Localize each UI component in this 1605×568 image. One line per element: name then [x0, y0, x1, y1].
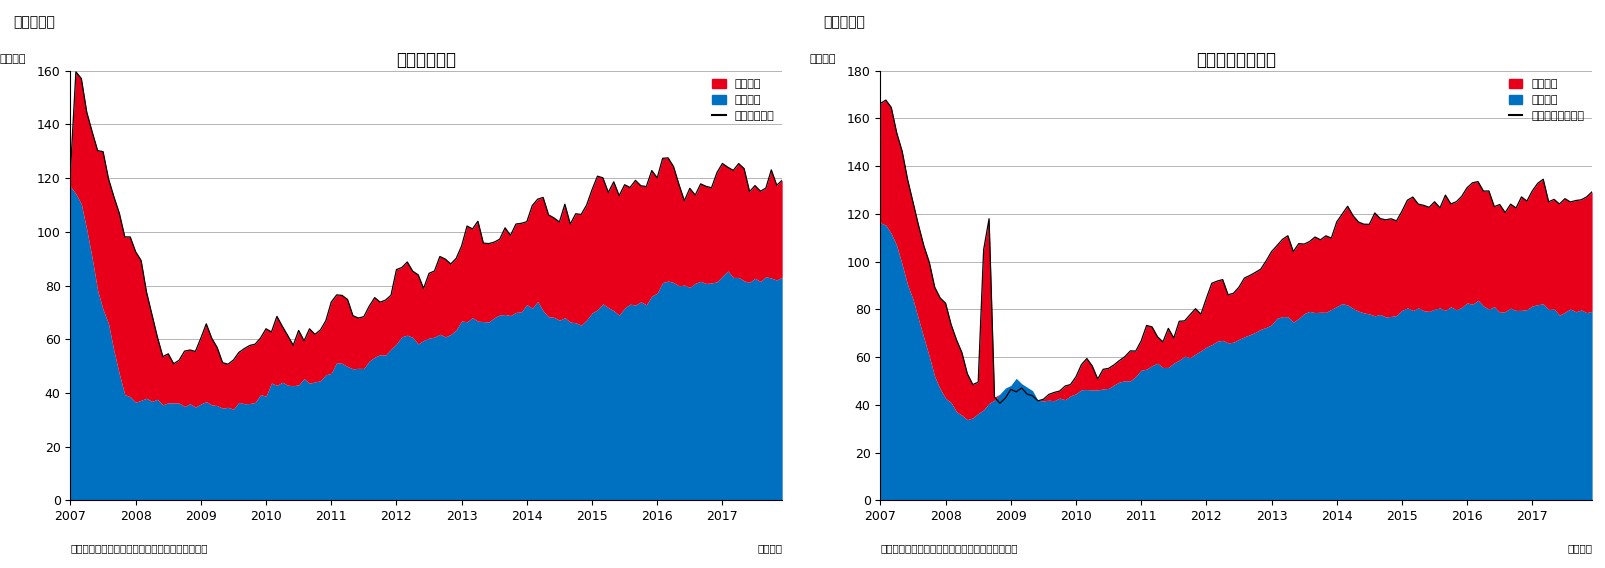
Text: （図表２）: （図表２）: [823, 15, 865, 29]
Legend: 集合住宅, 一戸建て, 住宅着工件数: 集合住宅, 一戸建て, 住宅着工件数: [708, 74, 778, 126]
Text: （資料）センサス局よりニッセイ基礎研究所作成: （資料）センサス局よりニッセイ基礎研究所作成: [71, 544, 207, 553]
Text: （月次）: （月次）: [1566, 544, 1591, 553]
Text: （資料）センサス局よりニッセイ基礎研究所作成: （資料）センサス局よりニッセイ基礎研究所作成: [880, 544, 1018, 553]
Legend: 集合住宅, 一戸建て, 住宅建築許可件数: 集合住宅, 一戸建て, 住宅建築許可件数: [1504, 74, 1587, 126]
Text: （万件）: （万件）: [809, 53, 835, 64]
Text: （図表１）: （図表１）: [13, 15, 55, 29]
Title: 住宅着工件数: 住宅着工件数: [396, 51, 456, 69]
Title: 住宅着工許可件数: 住宅着工許可件数: [1196, 51, 1276, 69]
Text: （万件）: （万件）: [0, 53, 26, 64]
Text: （月次）: （月次）: [756, 544, 782, 553]
